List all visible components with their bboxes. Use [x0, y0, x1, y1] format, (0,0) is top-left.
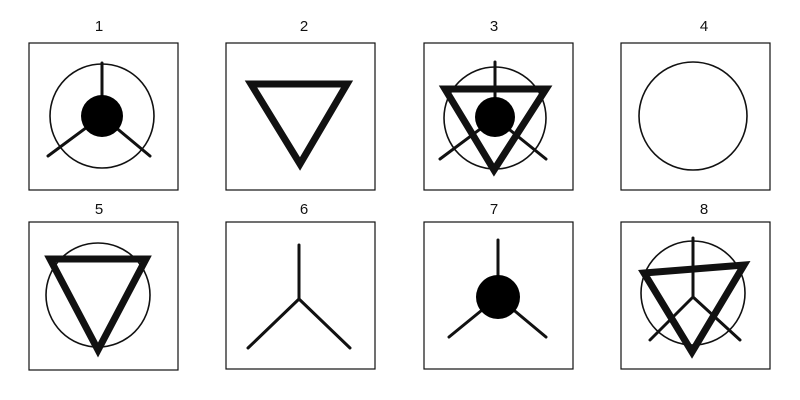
- panel-2: 2: [225, 18, 376, 191]
- panel-4: 4: [620, 18, 771, 191]
- filled-dot-icon: [476, 275, 520, 319]
- circle-icon: [638, 61, 748, 171]
- filled-dot-icon: [81, 95, 123, 137]
- panel-label-3: 3: [490, 18, 498, 35]
- panel-6: 6: [225, 201, 376, 370]
- panel-5: 5: [28, 201, 179, 371]
- panel-label-1: 1: [95, 18, 103, 35]
- panel-label-6: 6: [300, 201, 308, 218]
- panel-label-8: 8: [700, 201, 708, 218]
- filled-dot-icon: [475, 97, 515, 137]
- panel-label-7: 7: [490, 201, 498, 218]
- panel-label-4: 4: [700, 18, 708, 35]
- panel-label-5: 5: [95, 201, 103, 218]
- panel-label-2: 2: [300, 18, 308, 35]
- inverted-triangle-icon: [244, 80, 354, 171]
- panel-8: 8: [620, 201, 771, 370]
- panel-7: 7: [423, 201, 574, 370]
- panel-3: 3: [423, 18, 574, 191]
- inverted-triangle-icon: [638, 260, 751, 359]
- panel-frame-5: [28, 221, 179, 371]
- inverted-triangle-icon: [44, 255, 152, 358]
- panel-frame-2: [225, 42, 376, 191]
- panel-1: 1: [28, 18, 179, 191]
- inverted-triangle-icon: [438, 85, 553, 177]
- panel-frame-4: [620, 42, 771, 191]
- three-spokes-icon: [246, 243, 352, 350]
